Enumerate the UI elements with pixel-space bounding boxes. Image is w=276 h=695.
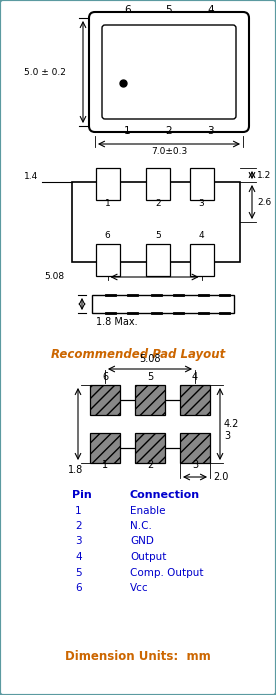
Bar <box>180 385 210 415</box>
Text: 6: 6 <box>105 231 110 240</box>
Text: Comp. Output: Comp. Output <box>130 568 203 578</box>
Text: N.C.: N.C. <box>130 521 152 531</box>
Text: 1.2: 1.2 <box>257 170 271 179</box>
Bar <box>190 168 214 200</box>
Bar <box>95 244 120 276</box>
Bar <box>72 182 240 262</box>
Text: 1: 1 <box>124 126 131 136</box>
Text: Output: Output <box>130 552 166 562</box>
Text: 4: 4 <box>199 231 205 240</box>
Text: 3: 3 <box>199 199 205 208</box>
Text: 1: 1 <box>75 505 82 516</box>
Text: Dimension Units:  mm: Dimension Units: mm <box>65 650 211 663</box>
Bar <box>92 295 234 313</box>
Text: 2: 2 <box>166 126 172 136</box>
Bar <box>180 433 210 463</box>
Text: 4: 4 <box>207 5 214 15</box>
Text: 5: 5 <box>75 568 82 578</box>
Text: 2.0: 2.0 <box>213 472 228 482</box>
Text: 1: 1 <box>105 199 110 208</box>
Bar <box>95 168 120 200</box>
Text: 3: 3 <box>75 537 82 546</box>
Text: Pin: Pin <box>72 490 92 500</box>
Text: GND: GND <box>130 537 154 546</box>
Text: Vcc: Vcc <box>130 583 148 593</box>
Bar <box>90 385 120 415</box>
Text: 1.8 Max.: 1.8 Max. <box>96 317 138 327</box>
Text: 5.0 ± 0.2: 5.0 ± 0.2 <box>24 67 66 76</box>
Text: 3: 3 <box>207 126 214 136</box>
Text: Connection: Connection <box>130 490 200 500</box>
Text: 6: 6 <box>102 372 108 382</box>
Text: 4: 4 <box>192 372 198 382</box>
Text: Recommended Pad Layout: Recommended Pad Layout <box>51 348 225 361</box>
Text: 5: 5 <box>166 5 172 15</box>
Text: 5: 5 <box>155 231 161 240</box>
Bar <box>146 244 170 276</box>
Text: 4: 4 <box>75 552 82 562</box>
Text: 2: 2 <box>147 460 153 470</box>
Text: 5: 5 <box>147 372 153 382</box>
Text: 4.2: 4.2 <box>224 419 239 429</box>
Text: 1.8: 1.8 <box>68 465 84 475</box>
Text: 3: 3 <box>192 460 198 470</box>
FancyBboxPatch shape <box>102 25 236 119</box>
Text: 3: 3 <box>224 431 230 441</box>
Text: 2.6: 2.6 <box>257 197 271 206</box>
FancyBboxPatch shape <box>89 12 249 132</box>
Bar <box>135 385 165 415</box>
Text: 1: 1 <box>102 460 108 470</box>
Text: 2: 2 <box>155 199 161 208</box>
Text: 1.4: 1.4 <box>24 172 38 181</box>
Text: 7.0±0.3: 7.0±0.3 <box>151 147 187 156</box>
Bar <box>90 433 120 463</box>
Text: 2: 2 <box>75 521 82 531</box>
Text: 6: 6 <box>75 583 82 593</box>
Bar <box>135 433 165 463</box>
Text: Enable: Enable <box>130 505 166 516</box>
Text: 6: 6 <box>124 5 131 15</box>
Text: 5.08: 5.08 <box>139 354 161 364</box>
Bar <box>146 168 170 200</box>
Text: 5.08: 5.08 <box>44 272 64 281</box>
Bar <box>190 244 214 276</box>
